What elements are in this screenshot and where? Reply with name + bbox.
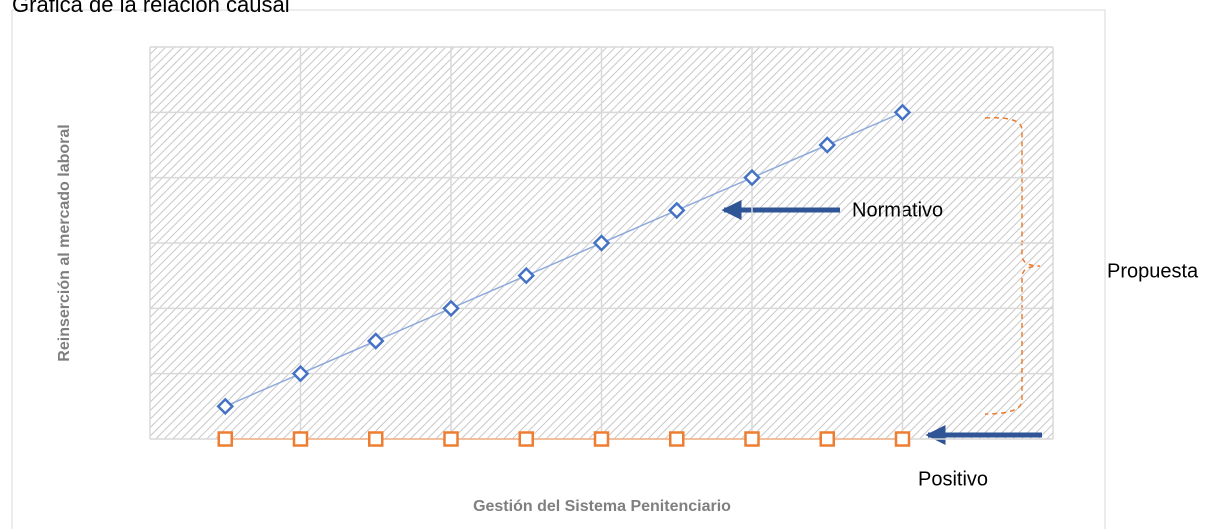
point: [893, 103, 912, 122]
point: [743, 168, 761, 187]
x-axis-label: Gestión del Sistema Penitenciario: [473, 498, 731, 515]
point: [443, 431, 459, 447]
point: [894, 431, 911, 447]
y-axis-label: Reinserción al mercado laboral: [56, 124, 73, 361]
point: [517, 266, 536, 285]
point: [592, 234, 611, 252]
annotation: Normativo: [852, 199, 943, 221]
bracket: [984, 117, 1041, 415]
chart-title: Gráfica de la relación causal: [12, 0, 290, 17]
annotation: Propuesta: [1107, 260, 1199, 282]
point: [518, 431, 534, 447]
point: [217, 431, 233, 447]
point: [818, 136, 837, 154]
point: [368, 431, 384, 447]
point: [819, 431, 835, 447]
series-line: [224, 111, 903, 408]
point: [593, 431, 610, 447]
point: [667, 201, 686, 220]
annotation: Positivo: [918, 468, 988, 490]
point: [442, 299, 460, 318]
point: [216, 397, 235, 416]
point: [366, 332, 385, 350]
point: [291, 364, 310, 383]
point: [669, 431, 685, 447]
point: [744, 431, 760, 447]
point: [292, 431, 309, 447]
